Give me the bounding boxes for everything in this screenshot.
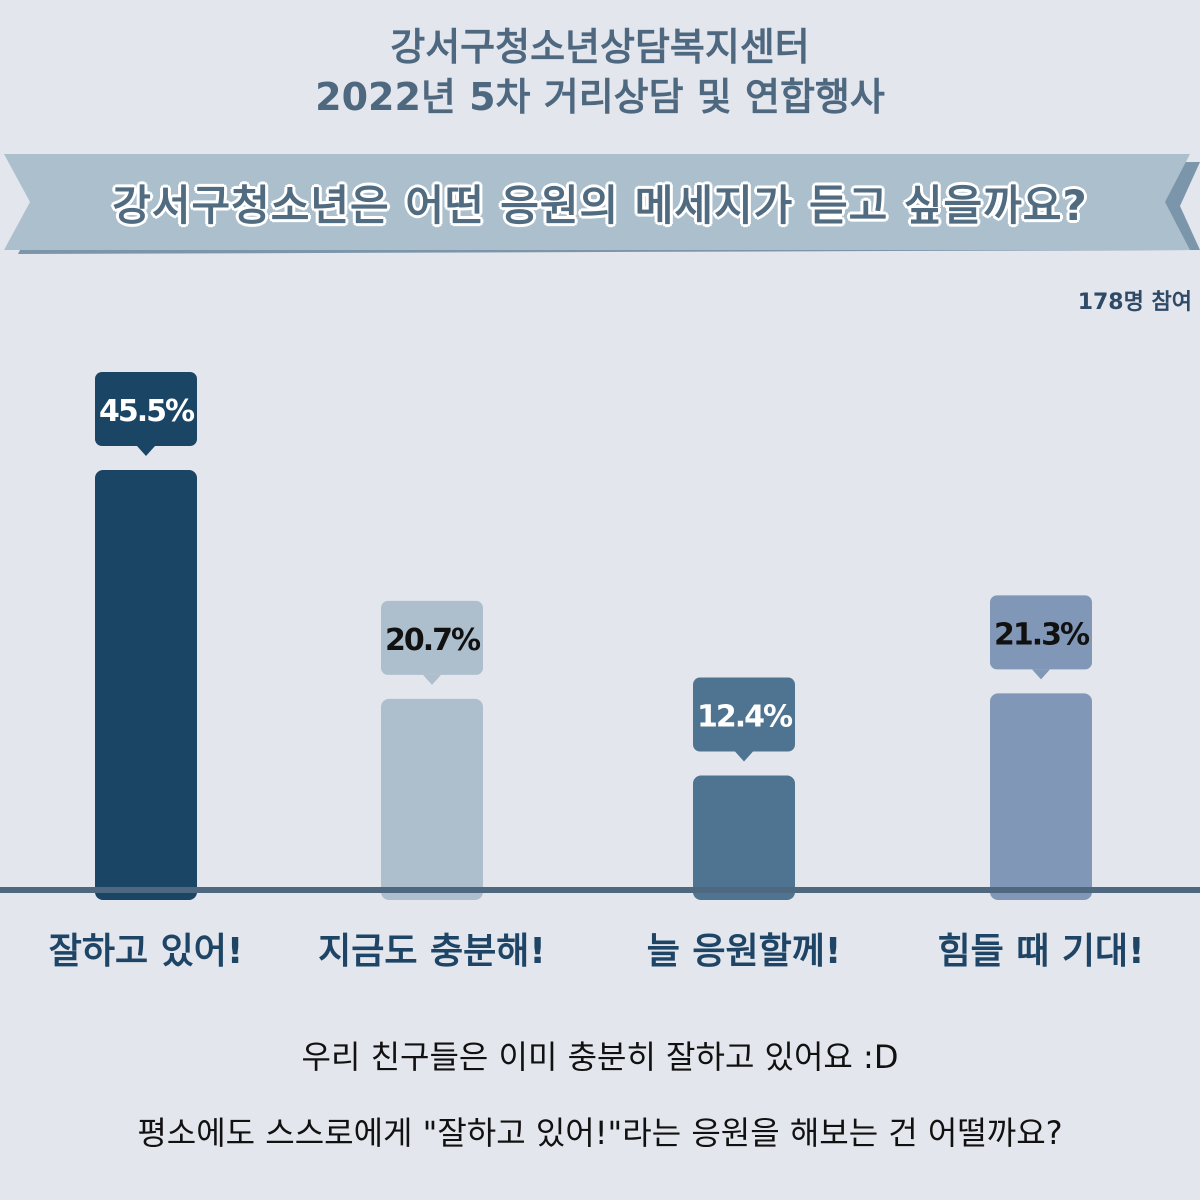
category-label-1: 잘하고 있어!	[48, 931, 244, 972]
value-label-pointer-3	[735, 751, 753, 762]
header-line2: 2022년 5차 거리상담 및 연합행사	[315, 75, 885, 119]
value-label-box-2	[381, 600, 483, 675]
value-label-pointer-4	[1032, 669, 1050, 680]
footer-line2: 평소에도 스스로에게 "잘하고 있어!"라는 응원을 해보는 건 어떨까요?	[137, 1114, 1063, 1152]
participants-count: 178명 참여	[1077, 290, 1192, 315]
question-banner: 강서구청소년은 어떤 응원의 메세지가 듣고 싶을까요?	[0, 150, 1200, 265]
value-label-2: 20.7%	[385, 623, 481, 658]
value-label-1: 45.5%	[99, 394, 195, 429]
value-label-box-4	[990, 595, 1092, 670]
value-label-box-3	[693, 677, 795, 752]
banner-question: 강서구청소년은 어떤 응원의 메세지가 듣고 싶을까요?	[112, 181, 1088, 230]
banner-ribbon	[4, 154, 1200, 254]
header-title: 강서구청소년상담복지센터 2022년 5차 거리상담 및 연합행사	[0, 22, 1200, 122]
bar-4	[990, 693, 1092, 900]
value-label-pointer-1	[137, 446, 155, 456]
bar-chart: 45.5% 20.7% 12.4% 21.3%	[0, 372, 1200, 900]
category-label-3: 늘 응원할께!	[646, 931, 842, 972]
value-label-box-1	[95, 372, 197, 446]
bar-3	[693, 775, 795, 900]
header-line1: 강서구청소년상담복지센터	[390, 25, 810, 69]
bar-1	[95, 470, 197, 900]
category-label-4: 힘들 때 기대!	[937, 931, 1145, 972]
value-label-4: 21.3%	[994, 617, 1090, 652]
category-label-2: 지금도 충분해!	[318, 931, 546, 972]
bar-2	[381, 698, 483, 900]
value-label-3: 12.4%	[697, 700, 793, 735]
value-label-pointer-2	[423, 674, 441, 685]
footer-line1: 우리 친구들은 이미 충분히 잘하고 있어요 :D	[301, 1038, 899, 1076]
